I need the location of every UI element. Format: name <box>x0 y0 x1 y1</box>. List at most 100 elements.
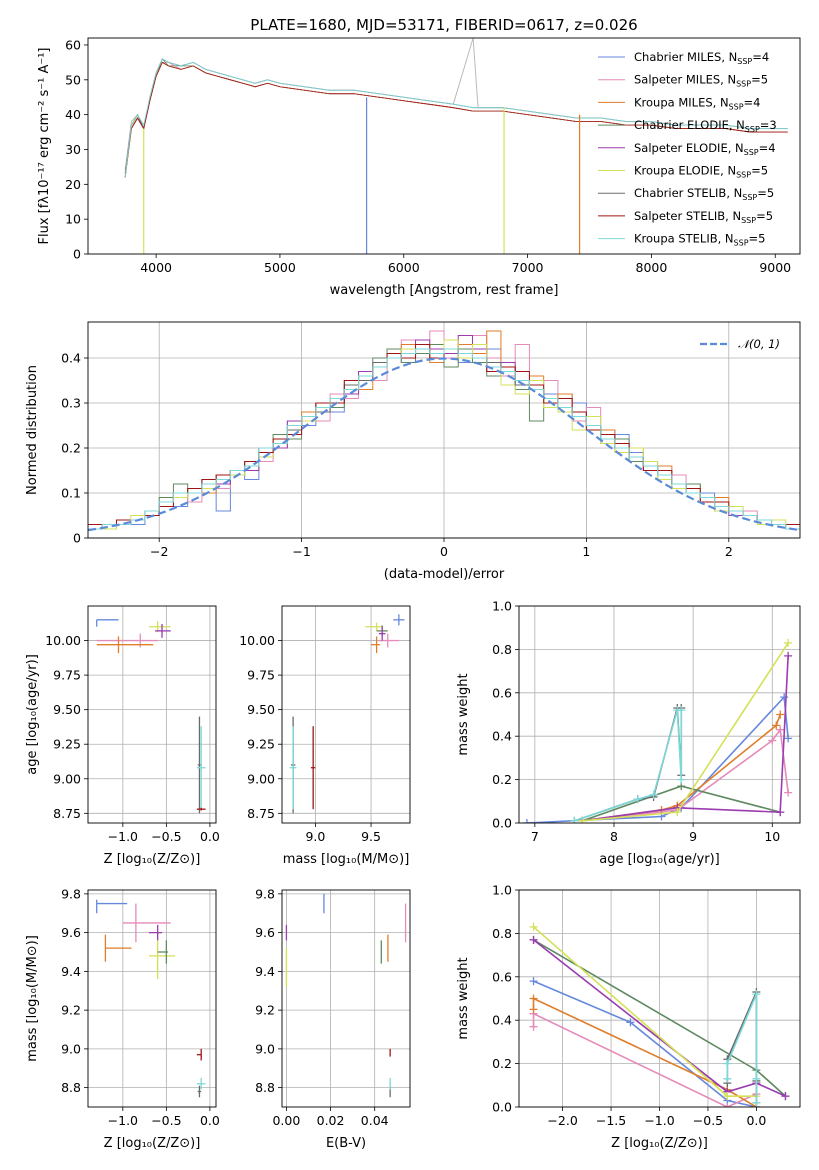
x-tick-label: 0.02 <box>317 1113 345 1128</box>
y-tick-label: 8.8 <box>255 1080 275 1095</box>
y-tick-label: 9.25 <box>53 737 81 752</box>
weight-marker <box>529 1005 538 1014</box>
weight-marker <box>723 1092 732 1101</box>
axes-frame <box>87 889 217 1108</box>
legend-label-tail: =5 <box>757 186 774 200</box>
legend-label-tail: =5 <box>749 232 766 246</box>
y-tick-label: 60 <box>65 37 81 52</box>
weight-marker <box>772 721 781 730</box>
x-tick-label: 0.0 <box>200 829 220 844</box>
plot-area <box>522 638 793 823</box>
weight-marker <box>784 651 793 660</box>
weight-marker <box>723 1059 732 1068</box>
axes-frame <box>281 889 411 1108</box>
y-tick-label: 8.75 <box>247 806 275 821</box>
x-tick-label: −1.5 <box>596 1113 626 1128</box>
y-tick-label: 0.8 <box>492 642 512 657</box>
y-tick-label: 0.8 <box>492 926 512 941</box>
legend-label-sub: SSP <box>744 148 759 157</box>
x-tick-label: 0.00 <box>272 1113 300 1128</box>
axes-frame <box>518 889 801 1108</box>
axes-frame <box>281 605 411 824</box>
x-tick-label: 9000 <box>759 260 791 275</box>
weight-marker <box>752 1098 761 1107</box>
weight-line-4 <box>533 939 786 1097</box>
x-axis-label: (data-model)/error <box>384 567 505 582</box>
plot-area <box>529 922 790 1107</box>
y-tick-label: 9.8 <box>255 886 275 901</box>
y-tick-label: 9.00 <box>53 771 81 786</box>
plot-area <box>285 893 407 1098</box>
legend-label-tail: =5 <box>751 164 768 178</box>
y-tick-label: 9.0 <box>61 1041 81 1056</box>
x-tick-label: −1 <box>292 544 310 559</box>
weight-line-7 <box>574 709 683 822</box>
y-axis-label: Flux [fλ10⁻¹⁷ erg cm⁻² s⁻¹ A⁻¹] <box>37 48 52 245</box>
legend-label-tail: =4 <box>759 141 776 155</box>
panel-age_vs_Z: −1.0 −0.5 0.0 8.75 9.00 9.25 9.50 9.75 10.00 Z [l… <box>25 605 220 867</box>
x-tick-label: 10 <box>764 829 780 844</box>
x-tick-label: −1.0 <box>108 829 138 844</box>
x-axis-label: Z [log₁₀(Z/Z⊙)] <box>104 852 201 867</box>
y-tick-label: 0.4 <box>61 351 81 366</box>
x-axis-label: E(B-V) <box>326 1136 366 1151</box>
x-axis-label: mass [log₁₀(M/M⊙)] <box>283 852 410 867</box>
legend-label: Salpeter MILES, NSSP=5 <box>634 73 768 89</box>
weight-marker <box>529 922 538 931</box>
chart-title: PLATE=1680, MJD=53171, FIBERID=0617, z=0… <box>250 16 637 34</box>
weight-marker <box>723 1074 732 1083</box>
axes-frame <box>518 605 801 824</box>
x-tick-label: −2 <box>150 544 168 559</box>
legend-label-sub: SSP <box>729 102 744 111</box>
plot-area <box>88 330 800 532</box>
y-axis-label: mass weight <box>456 673 471 755</box>
y-tick-label: 9.8 <box>61 886 81 901</box>
plot-area <box>96 899 206 1098</box>
weight-marker <box>673 808 682 817</box>
weight-marker <box>522 819 531 823</box>
x-tick-label: 8 <box>610 829 618 844</box>
legend-label-main: Chabrier MILES, N <box>634 50 737 64</box>
y-axis-label: mass weight <box>456 957 471 1039</box>
legend-label-main: Kroupa MILES, N <box>634 95 729 109</box>
weight-line-3 <box>582 785 781 822</box>
weight-marker <box>677 775 686 784</box>
x-tick-label: 9.0 <box>305 829 325 844</box>
axes-frame <box>87 37 801 255</box>
y-tick-label: 9.2 <box>61 1003 81 1018</box>
legend-label: Kroupa STELIB, NSSP=5 <box>634 232 765 248</box>
legend-label-main: Chabrier ELODIE, N <box>634 118 745 132</box>
weight-marker <box>529 935 538 944</box>
weight-marker <box>633 795 642 804</box>
legend-label-sub: SSP <box>741 216 756 225</box>
legend-label-sub: SSP <box>745 125 760 134</box>
y-tick-label: 10.00 <box>45 633 81 648</box>
weight-line-6 <box>574 707 683 822</box>
y-tick-label: 9.50 <box>247 702 275 717</box>
y-tick-label: 20 <box>65 177 81 192</box>
panel-spectrum: 4000 5000 6000 7000 8000 9000 0 10 20 30 40 50 60 wav… <box>37 16 801 298</box>
axes-frame <box>87 321 801 539</box>
legend-label-tail: =5 <box>756 209 773 223</box>
x-axis-label: wavelength [Angstrom, rest frame] <box>330 283 559 298</box>
legend-label: Salpeter ELODIE, NSSP=4 <box>634 141 776 157</box>
legend-label-sub: SSP <box>742 193 757 202</box>
x-tick-label: 0 <box>440 544 448 559</box>
x-tick-label: 7 <box>531 829 539 844</box>
weight-marker <box>768 736 777 745</box>
panel-mass_weight_vs_age: 7 8 9 10 0.0 0.2 0.4 0.6 0.8 1.0 age [log₁₀(age/yr… <box>456 599 801 867</box>
y-tick-label: 9.75 <box>247 668 275 683</box>
weight-marker <box>649 790 658 799</box>
weight-marker <box>776 710 785 719</box>
weight-marker <box>529 994 538 1003</box>
legend-label-main: Kroupa ELODIE, N <box>634 164 736 178</box>
weight-line-6 <box>726 991 758 1103</box>
weight-marker <box>723 1103 732 1107</box>
x-tick-label: −0.5 <box>693 1113 723 1128</box>
weight-marker <box>776 808 785 817</box>
weight-marker <box>752 990 761 999</box>
y-tick-label: 50 <box>65 72 81 87</box>
y-tick-label: 9.75 <box>53 668 81 683</box>
y-tick-label: 0.1 <box>61 486 81 501</box>
